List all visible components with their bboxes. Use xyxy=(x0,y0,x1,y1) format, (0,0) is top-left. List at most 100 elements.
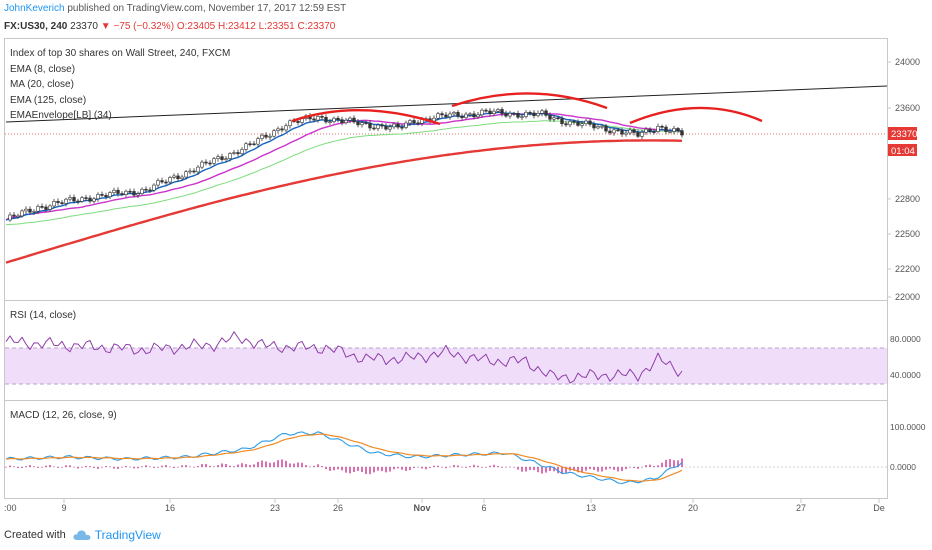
macd-histogram-bar xyxy=(193,467,195,468)
price-axis-tick-label: 22800 xyxy=(895,194,920,204)
candle xyxy=(216,154,220,162)
legend-envelope[interactable]: EMAEnvelope[LB] (34) xyxy=(10,110,112,121)
candle xyxy=(288,119,292,129)
candle xyxy=(588,119,592,127)
time-axis-tick-label: 26 xyxy=(333,503,343,513)
candle-body xyxy=(24,208,28,212)
legend-ema8[interactable]: EMA (8, close) xyxy=(10,63,76,75)
candle-body xyxy=(144,188,148,191)
candle-body xyxy=(392,123,396,128)
candle xyxy=(604,123,608,134)
candle xyxy=(64,197,68,207)
candle-body xyxy=(412,120,416,124)
macd-histogram-bar xyxy=(9,465,11,467)
symbol-label: FX:US30, 240 xyxy=(4,21,68,32)
macd-histogram-bar xyxy=(237,464,239,467)
macd-histogram-bar xyxy=(269,462,271,467)
candle xyxy=(112,187,116,195)
candle-body xyxy=(152,184,156,191)
candle xyxy=(520,113,524,121)
candle xyxy=(580,120,584,129)
macd-histogram-bar xyxy=(465,467,467,468)
candle xyxy=(16,213,20,219)
candle-body xyxy=(120,193,124,195)
candle-body xyxy=(368,122,372,129)
macd-histogram-bar xyxy=(17,467,19,469)
candle-body xyxy=(184,171,188,178)
candle-body xyxy=(56,201,60,203)
candle xyxy=(492,108,496,117)
candle-body xyxy=(72,197,76,202)
candle-body xyxy=(312,118,316,121)
candle xyxy=(40,203,44,209)
candle-body xyxy=(140,188,144,194)
tradingview-brand[interactable]: TradingView xyxy=(94,528,161,542)
candle xyxy=(200,160,204,170)
macd-histogram-bar xyxy=(109,466,111,468)
candle-body xyxy=(376,124,380,129)
candle xyxy=(184,170,188,180)
price-axis-tick-label: 23600 xyxy=(895,103,920,113)
macd-histogram-bar xyxy=(157,467,159,468)
candle-body xyxy=(628,129,632,134)
candle-body xyxy=(680,130,684,136)
ema125-series xyxy=(5,139,683,264)
candle-body xyxy=(280,128,284,131)
candle-body xyxy=(132,191,136,196)
down-arrow-icon: ▼ xyxy=(100,21,111,32)
candle-body xyxy=(88,197,92,202)
macd-histogram-bar xyxy=(433,465,435,467)
candle-body xyxy=(656,125,660,132)
legend-ma20[interactable]: MA (20, close) xyxy=(10,79,74,90)
macd-legend[interactable]: MACD (12, 26, close, 9) xyxy=(10,410,117,421)
time-axis-tick-label: 16 xyxy=(165,503,175,513)
candle xyxy=(208,160,212,167)
rsi-axis-tick-label: 80.0000 xyxy=(890,334,921,344)
candle-body xyxy=(508,113,512,117)
macd-histogram-bar xyxy=(649,464,651,467)
candle-body xyxy=(500,109,504,114)
candle-body xyxy=(264,134,268,138)
macd-histogram-bar xyxy=(461,467,463,468)
annotations[interactable] xyxy=(5,85,888,126)
candle xyxy=(52,198,56,209)
candle-body xyxy=(176,175,180,180)
rsi-legend[interactable]: RSI (14, close) xyxy=(10,310,77,321)
candle xyxy=(400,124,404,131)
macd-histogram-bar xyxy=(117,467,119,469)
time-axis-tick-label: 13 xyxy=(586,503,596,513)
macd-histogram-bar xyxy=(333,467,335,471)
candle xyxy=(8,212,12,222)
macd-histogram-bar xyxy=(329,467,331,471)
candle-body xyxy=(232,152,236,154)
created-with-text: Created with xyxy=(4,529,66,541)
legend-ema125[interactable]: EMA (125, close) xyxy=(10,94,87,106)
macd-histogram-bar xyxy=(293,463,295,467)
macd-histogram-bar xyxy=(405,467,407,471)
candle-body xyxy=(484,109,488,112)
chart-canvas[interactable]: 24000 23600 22800 22500 22200 22000 80.0000 40… xyxy=(0,0,932,520)
candle-body xyxy=(16,215,20,218)
candle xyxy=(268,133,272,141)
macd-histogram-bar xyxy=(305,465,307,467)
macd-histogram-bar xyxy=(505,467,507,468)
candle xyxy=(108,191,112,200)
candle xyxy=(436,111,440,121)
macd-histogram-bar xyxy=(345,467,347,473)
candle-body xyxy=(496,109,500,112)
candle-body xyxy=(212,158,216,164)
macd-histogram-bar xyxy=(325,467,327,470)
time-axis-tick-label: Nov xyxy=(413,503,430,513)
macd-histogram-bar xyxy=(13,466,15,467)
candle-body xyxy=(344,119,348,123)
candle xyxy=(256,136,260,148)
candle-body xyxy=(104,195,108,197)
candle xyxy=(504,110,508,118)
macd-histogram-bar xyxy=(57,467,59,468)
macd-histogram-bar xyxy=(317,464,319,467)
candle-body xyxy=(532,112,536,117)
macd-histogram-bar xyxy=(581,467,583,473)
macd-signal-series xyxy=(5,433,683,482)
author-link[interactable]: JohnKeverich xyxy=(4,3,65,14)
macd-histogram-bar xyxy=(41,467,43,468)
